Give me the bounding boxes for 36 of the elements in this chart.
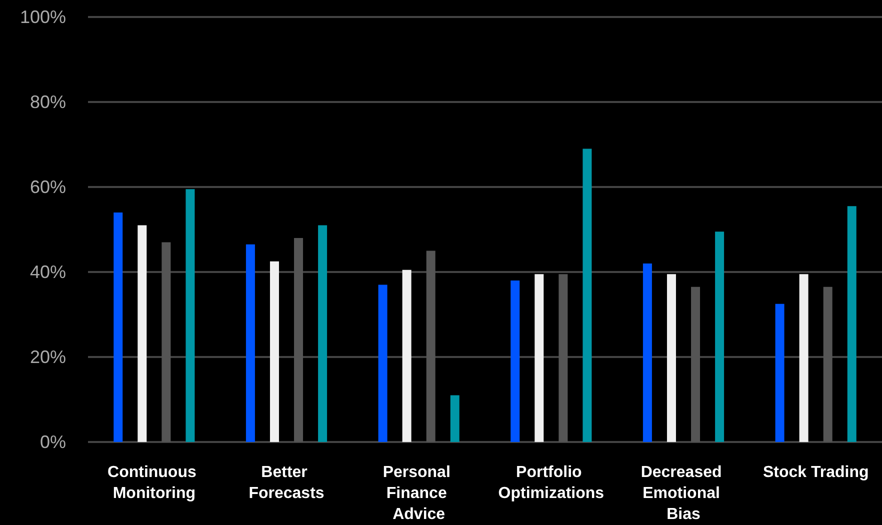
bar xyxy=(666,274,676,442)
x-tick-label: Continuous Monitoring xyxy=(108,464,201,502)
bar xyxy=(294,238,304,442)
bar xyxy=(270,261,279,442)
bar xyxy=(510,280,520,442)
bar xyxy=(246,244,255,442)
x-tick-label: Better Forecasts xyxy=(248,464,324,502)
bar xyxy=(450,395,460,442)
y-tick-label: 40% xyxy=(30,262,66,282)
bar xyxy=(186,189,195,442)
bar xyxy=(138,225,147,442)
bar xyxy=(775,304,784,442)
bar xyxy=(847,206,856,442)
bar xyxy=(114,212,123,442)
x-tick-label: Personal Finance Advice xyxy=(382,464,455,523)
x-tick-label: Decreased Emotional Bias xyxy=(640,464,726,523)
x-tick-label: Portfolio Optimizations xyxy=(498,464,604,502)
bar xyxy=(378,284,388,442)
bar xyxy=(642,264,652,442)
y-tick-label: 20% xyxy=(30,347,66,367)
bar xyxy=(318,225,328,442)
y-tick-label: 60% xyxy=(30,177,66,197)
y-tick-label: 100% xyxy=(20,7,66,27)
y-tick-label: 0% xyxy=(40,432,66,452)
bar xyxy=(426,250,436,442)
bar xyxy=(582,148,592,442)
bar xyxy=(558,274,568,442)
bar xyxy=(691,286,700,442)
bar xyxy=(715,232,724,442)
y-tick-label: 80% xyxy=(30,92,66,112)
bar xyxy=(402,270,412,442)
bar xyxy=(162,242,171,442)
bar xyxy=(823,286,832,442)
x-tick-label: Stock Trading xyxy=(762,464,869,481)
bar xyxy=(534,274,544,442)
bar xyxy=(799,274,808,442)
